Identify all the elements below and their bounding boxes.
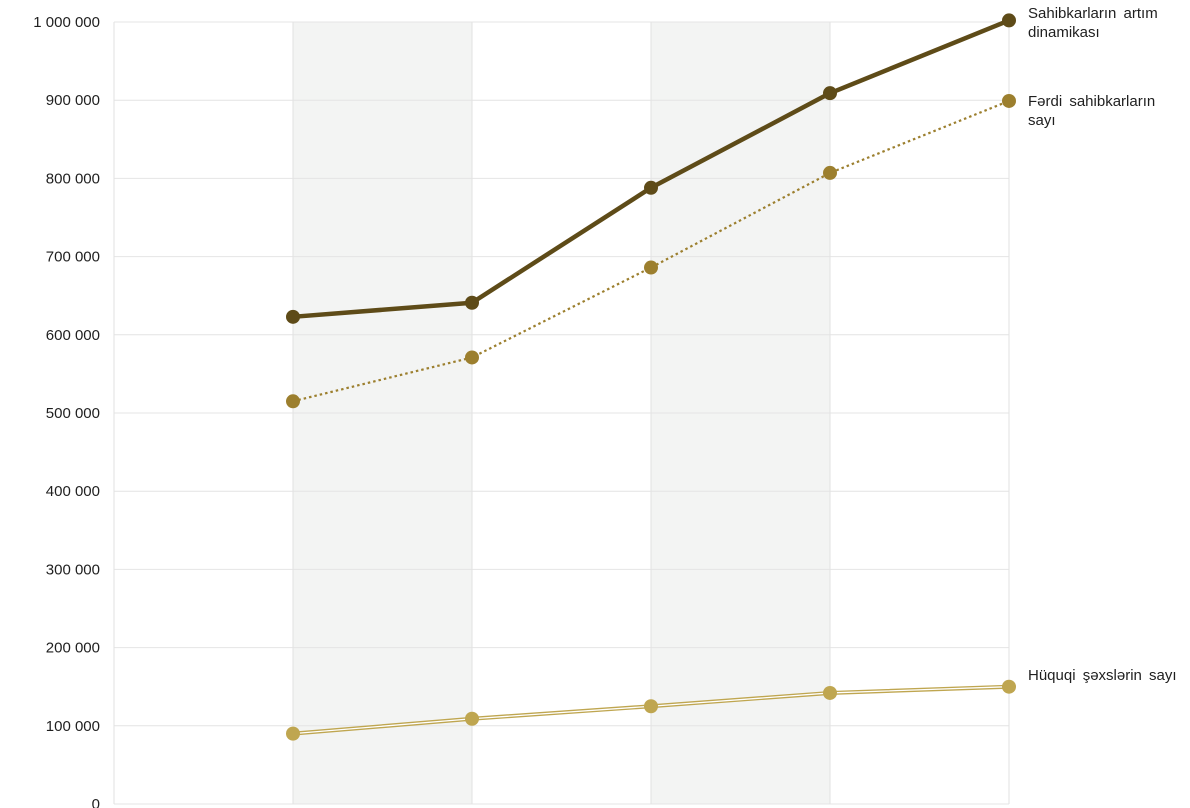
y-tick-label: 200 000 bbox=[46, 640, 100, 657]
y-tick-label: 100 000 bbox=[46, 718, 100, 735]
y-tick-label: 900 000 bbox=[46, 92, 100, 109]
y-tick-label: 1 000 000 bbox=[33, 14, 100, 31]
y-tick-label: 700 000 bbox=[46, 249, 100, 266]
gridlines bbox=[113, 21, 1010, 805]
y-tick-label: 300 000 bbox=[46, 561, 100, 578]
data-point bbox=[286, 394, 300, 409]
legend-label-huquqi-sexslerin-sayi: Hüquqi şəxslərin sayı bbox=[1028, 667, 1177, 684]
series-line-2 bbox=[292, 99, 1010, 403]
legend-label-ferdi-sahibkarlarin-sayi: Fərdi sahibkarların sayı bbox=[1028, 93, 1156, 129]
data-point bbox=[823, 86, 837, 101]
data-point bbox=[1002, 93, 1016, 108]
data-point bbox=[286, 309, 300, 324]
y-tick-label: 400 000 bbox=[46, 483, 100, 500]
y-axis-tick-labels: 0 100 000 200 000 300 000 400 000 500 000 600 … bbox=[33, 14, 100, 808]
data-point bbox=[465, 350, 479, 365]
series-points bbox=[286, 13, 1016, 741]
y-tick-label: 500 000 bbox=[46, 405, 100, 422]
data-point bbox=[823, 685, 837, 700]
data-point bbox=[644, 699, 658, 714]
data-point bbox=[823, 165, 837, 180]
data-point bbox=[465, 295, 479, 310]
y-tick-label: 600 000 bbox=[46, 327, 100, 344]
data-point bbox=[1002, 13, 1016, 28]
data-point bbox=[286, 726, 300, 741]
data-point bbox=[644, 180, 658, 195]
legend-label-sahibkarlarin-artim-dinamikasi: Sahibkarların artım dinamikası bbox=[1028, 5, 1158, 41]
y-tick-label: 0 bbox=[92, 796, 100, 808]
data-point bbox=[465, 711, 479, 726]
data-point bbox=[644, 260, 658, 275]
data-point bbox=[1002, 679, 1016, 694]
y-tick-label: 800 000 bbox=[46, 170, 100, 187]
